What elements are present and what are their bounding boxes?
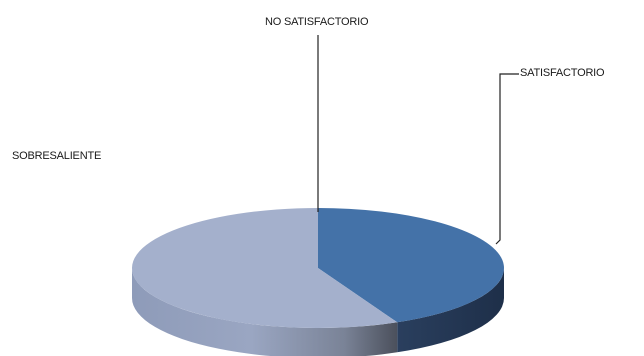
leader-satisfactorio	[495, 73, 519, 245]
label-satisfactorio: SATISFACTORIO	[520, 67, 605, 79]
pie-side-sobresaliente	[132, 268, 398, 356]
pie-slice-satisfactorio	[318, 208, 504, 323]
pie-slice-sobresaliente	[131, 208, 398, 328]
label-no-satisfactorio: NO SATISFACTORIO	[265, 16, 369, 28]
pie-side-satisfactorio	[397, 268, 504, 353]
label-sobresaliente: SOBRESALIENTE	[12, 150, 101, 162]
